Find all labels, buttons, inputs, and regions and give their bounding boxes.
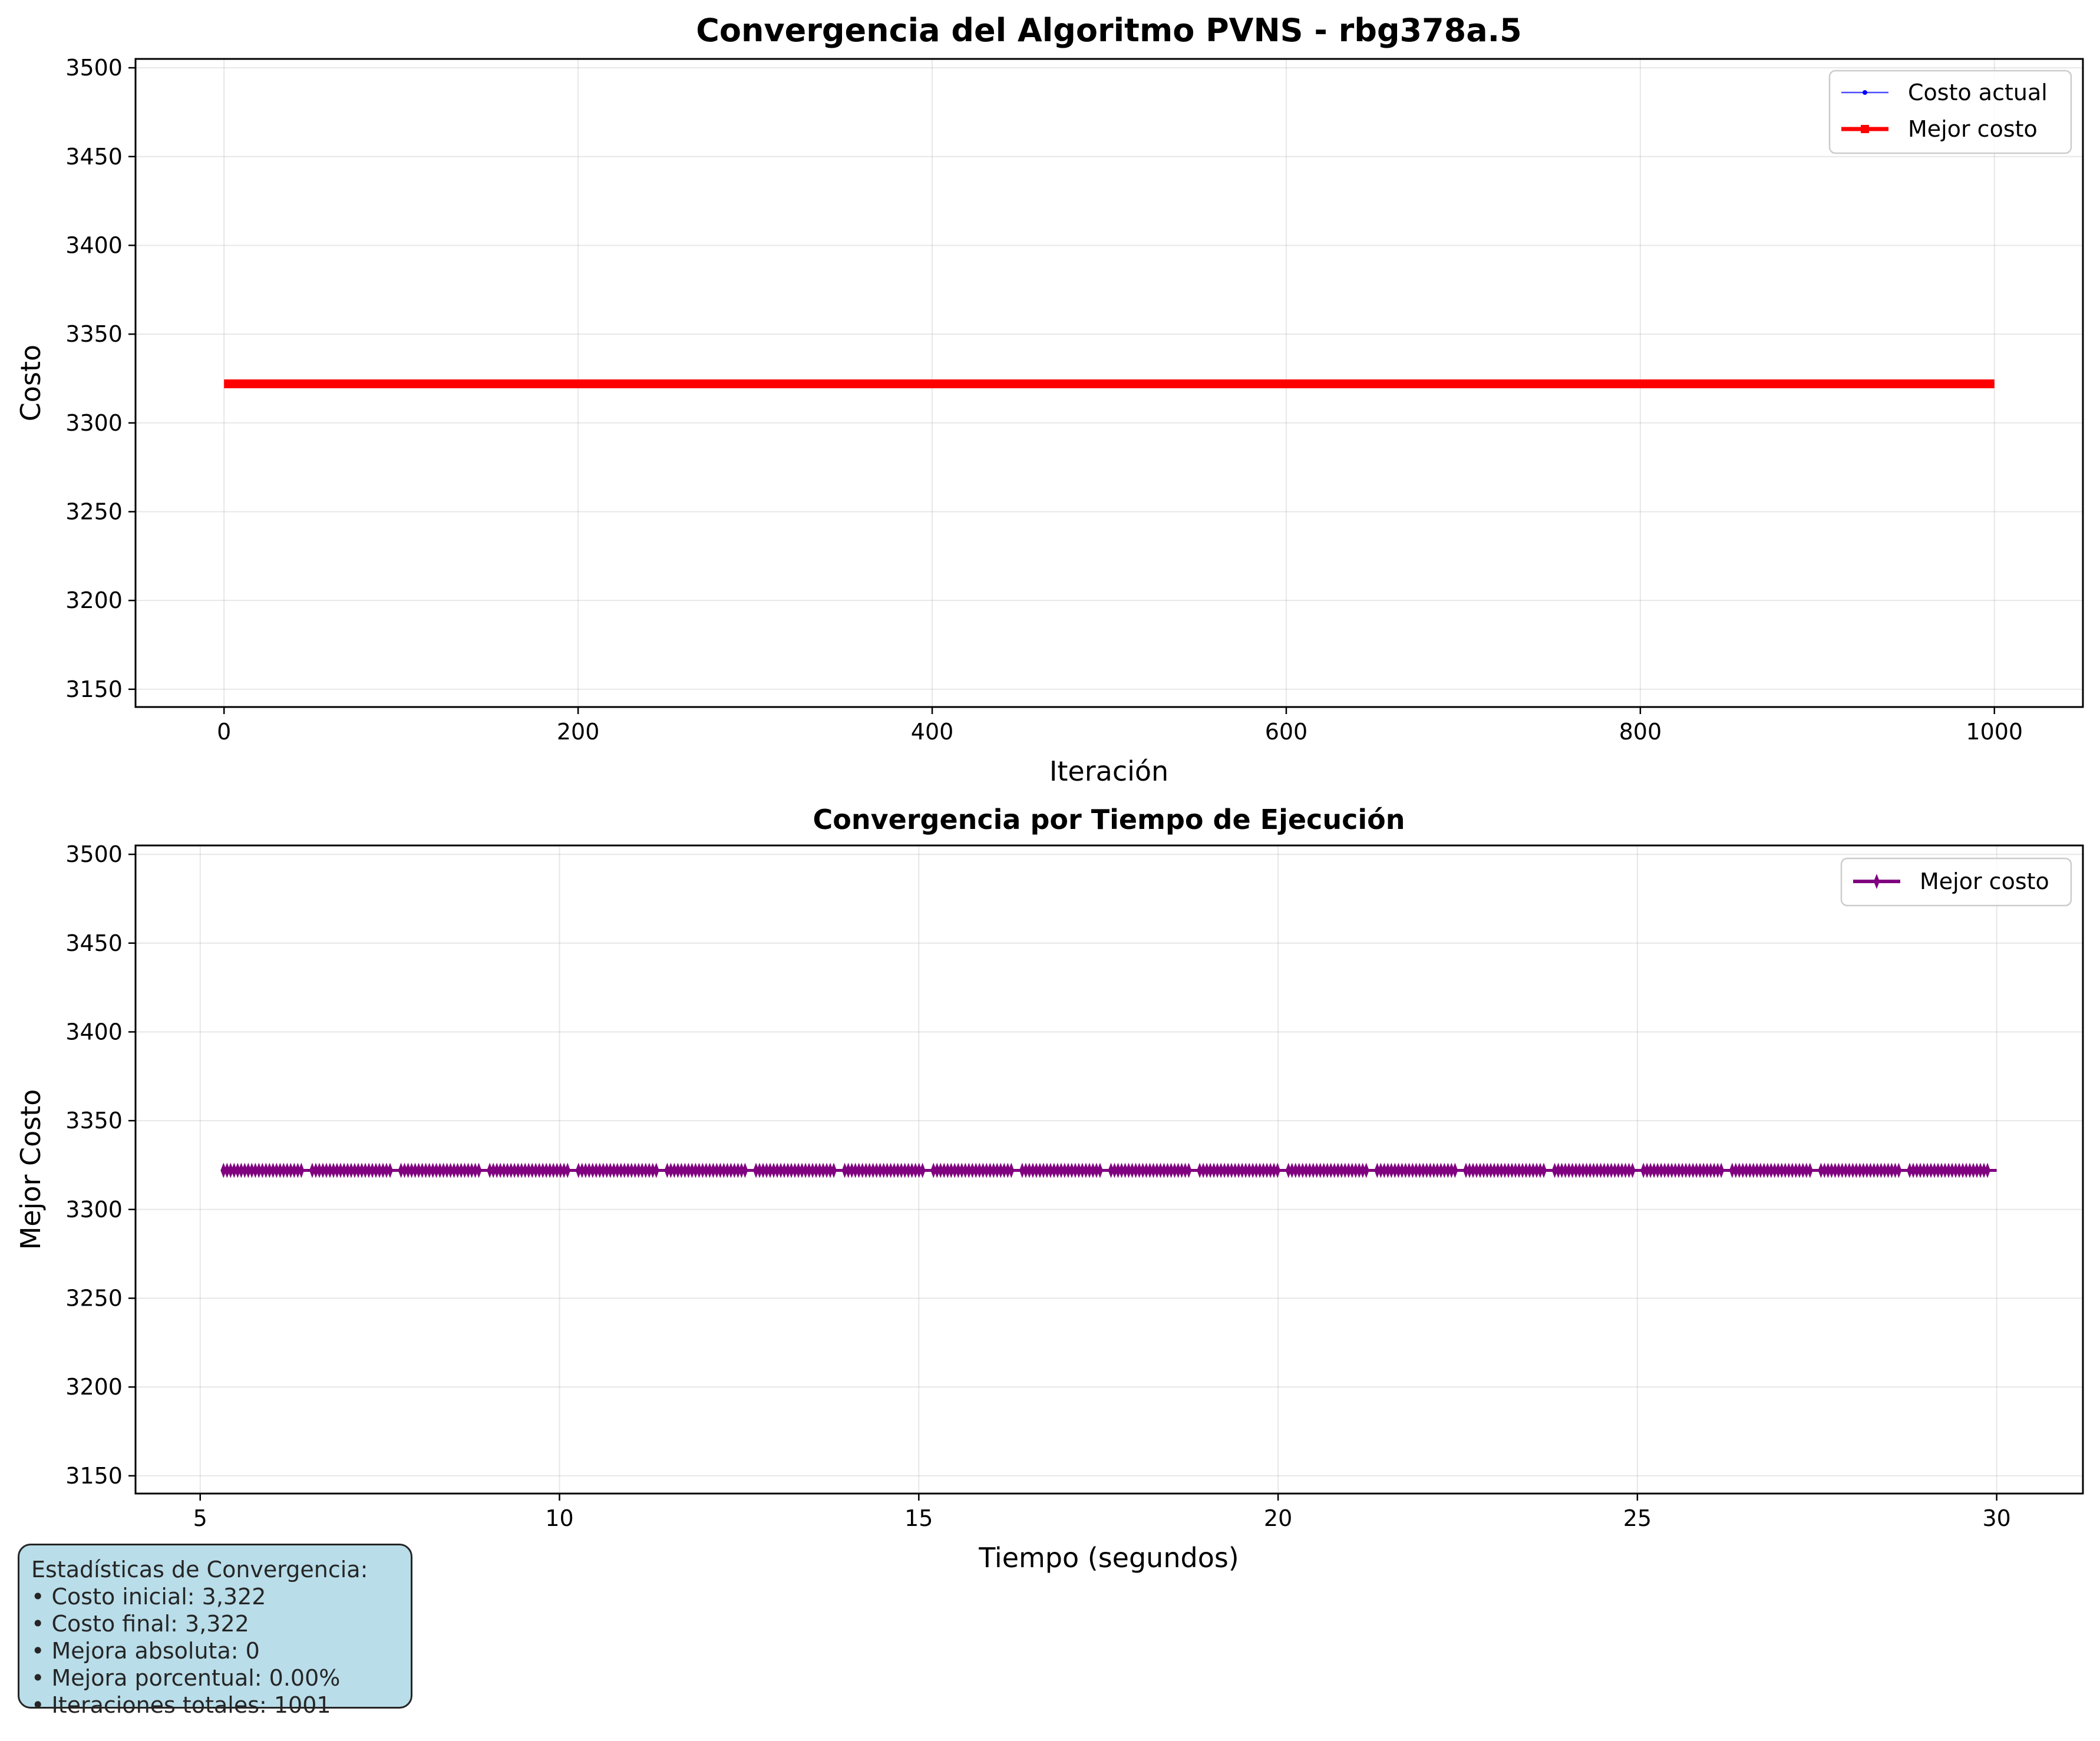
y-tick-label: 3200 — [65, 1374, 123, 1400]
legend-label-mejor-costo: Mejor costo — [1908, 116, 2038, 142]
y-tick-label: 3350 — [65, 1108, 123, 1134]
x-tick-label: 1000 — [1966, 719, 2023, 745]
statistics-line: • Mejora absoluta: 0 — [31, 1638, 260, 1664]
x-tick-label: 20 — [1264, 1505, 1292, 1531]
statistics-line: • Costo inicial: 3,322 — [31, 1584, 266, 1610]
x-tick-label: 10 — [545, 1505, 573, 1531]
x-tick-label: 5 — [193, 1505, 207, 1531]
x-tick-label: 600 — [1265, 719, 1308, 745]
legend: Mejor costo — [1840, 857, 2072, 907]
series-marker-cluster — [753, 1162, 837, 1178]
chart-title: Convergencia por Tiempo de Ejecución — [813, 804, 1405, 835]
y-tick-label: 3250 — [65, 498, 123, 524]
x-tick-label: 15 — [904, 1505, 933, 1531]
y-tick-label: 3150 — [65, 676, 123, 702]
y-axis-label: Mejor Costo — [15, 1089, 47, 1250]
series-marker-cluster — [575, 1162, 659, 1178]
y-tick-label: 3500 — [65, 55, 123, 81]
series-marker-cluster — [1818, 1162, 1902, 1178]
series-marker-cluster — [1197, 1162, 1281, 1178]
series-marker-cluster — [1729, 1162, 1813, 1178]
legend-box — [1828, 70, 2072, 154]
y-tick-label: 3400 — [65, 1019, 123, 1045]
x-tick-label: 0 — [217, 719, 231, 745]
time-convergence-chart: 5 10 15 20 25 30 3150 3200 3250 3300 3350 3400 3450… — [15, 804, 2084, 1574]
series-marker-cluster — [1640, 1162, 1725, 1178]
legend-box — [1840, 857, 2072, 907]
series-marker-cluster — [398, 1162, 482, 1178]
plot-frame — [134, 844, 2084, 1495]
y-tick-label: 3300 — [65, 410, 123, 436]
y-tick-label: 3400 — [65, 232, 123, 258]
series-marker-cluster — [1285, 1162, 1369, 1178]
iteration-convergence-chart: 0 200 400 600 800 1000 3150 3200 3250 3300 3350 34… — [15, 12, 2084, 787]
statistics-line: • Costo final: 3,322 — [31, 1611, 249, 1637]
x-axis-label: Iteración — [1049, 755, 1168, 787]
grid-lines — [136, 845, 2083, 1494]
legend: Costo actual Mejor costo — [1828, 70, 2072, 154]
plot-frame — [134, 58, 2084, 708]
x-axis-label: Tiempo (segundos) — [978, 1542, 1239, 1574]
chart-title: Convergencia del Algoritmo PVNS - rbg378… — [696, 12, 1522, 49]
series-marker-cluster — [1374, 1162, 1458, 1178]
x-tick-label: 25 — [1623, 1505, 1652, 1531]
y-tick-label: 3500 — [65, 841, 123, 867]
x-tick-label: 200 — [557, 719, 600, 745]
y-tick-label: 3250 — [65, 1285, 123, 1311]
x-tick-label: 800 — [1619, 719, 1662, 745]
statistics-box: Estadísticas de Convergencia: • Costo in… — [18, 1544, 412, 1718]
legend-marker-costo-actual — [1863, 90, 1867, 95]
x-ticks: 0 200 400 600 800 1000 — [217, 707, 2023, 745]
statistics-line: • Iteraciones totales: 1001 — [31, 1692, 331, 1718]
legend-marker-mejor-costo — [1874, 874, 1880, 889]
series-marker-cluster — [1108, 1162, 1192, 1178]
series-marker-cluster — [1907, 1162, 1991, 1178]
y-ticks: 3150 3200 3250 3300 3350 3400 3450 3500 — [65, 55, 136, 702]
y-axis-label: Costo — [15, 345, 47, 421]
legend-label-mejor-costo: Mejor costo — [1920, 868, 2049, 894]
y-tick-label: 3350 — [65, 321, 123, 347]
series-marker-cluster — [930, 1162, 1015, 1178]
series-marker-cluster — [841, 1162, 926, 1178]
y-ticks: 3150 3200 3250 3300 3350 3400 3450 3500 — [65, 841, 136, 1489]
series-marker-cluster — [309, 1162, 393, 1178]
series-marker-cluster — [1462, 1162, 1547, 1178]
legend-label-costo-actual: Costo actual — [1908, 80, 2048, 105]
y-tick-label: 3150 — [65, 1463, 123, 1489]
y-tick-label: 3450 — [65, 930, 123, 956]
x-tick-label: 400 — [911, 719, 954, 745]
y-tick-label: 3450 — [65, 144, 123, 170]
y-tick-label: 3200 — [65, 587, 123, 613]
series-marker-cluster — [1551, 1162, 1636, 1178]
x-ticks: 5 10 15 20 25 30 — [193, 1494, 2011, 1531]
x-tick-label: 30 — [1982, 1505, 2010, 1531]
series-marker-cluster — [220, 1162, 305, 1178]
series-lines — [220, 1162, 1997, 1178]
grid-lines — [136, 59, 2083, 707]
statistics-heading: Estadísticas de Convergencia: — [31, 1557, 368, 1583]
series-marker-cluster — [664, 1162, 748, 1178]
y-tick-label: 3300 — [65, 1197, 123, 1223]
series-marker-cluster — [1019, 1162, 1103, 1178]
legend-marker-mejor-costo — [1861, 125, 1869, 133]
statistics-line: • Mejora porcentual: 0.00% — [31, 1665, 341, 1691]
series-marker-cluster — [487, 1162, 571, 1178]
